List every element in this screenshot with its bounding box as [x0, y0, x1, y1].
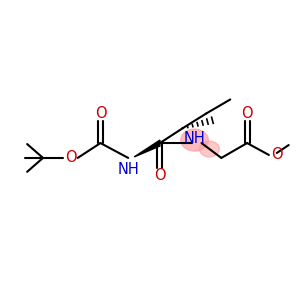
Polygon shape	[134, 140, 160, 157]
Text: NH: NH	[117, 162, 139, 177]
Text: O: O	[65, 150, 76, 165]
Text: O: O	[154, 168, 166, 183]
Text: NH: NH	[184, 130, 206, 146]
Text: O: O	[241, 106, 253, 121]
Text: O: O	[95, 106, 106, 121]
Ellipse shape	[200, 141, 219, 157]
Text: O: O	[271, 148, 283, 163]
Ellipse shape	[181, 129, 208, 151]
